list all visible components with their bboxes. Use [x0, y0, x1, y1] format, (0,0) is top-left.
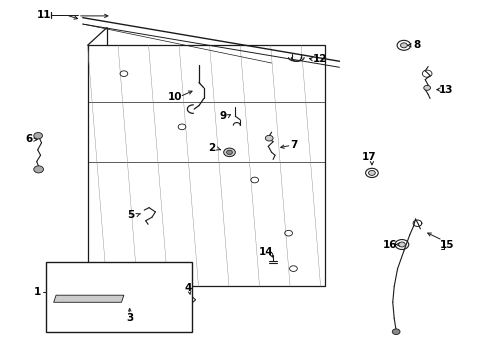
Text: 16: 16: [383, 239, 397, 249]
Circle shape: [266, 135, 273, 141]
Text: 12: 12: [313, 54, 327, 64]
Text: 9: 9: [220, 111, 227, 121]
Circle shape: [392, 329, 400, 334]
Text: 3: 3: [126, 312, 133, 323]
Circle shape: [368, 170, 375, 175]
Text: 13: 13: [439, 85, 453, 95]
Text: 2: 2: [208, 143, 216, 153]
Text: 8: 8: [414, 40, 420, 50]
Circle shape: [424, 85, 431, 90]
Text: 17: 17: [362, 152, 377, 162]
Text: 1: 1: [33, 287, 41, 297]
Circle shape: [398, 242, 405, 247]
Text: 15: 15: [440, 239, 454, 249]
Circle shape: [400, 43, 407, 48]
Text: 4: 4: [184, 283, 192, 293]
Text: 5: 5: [127, 210, 135, 220]
Bar: [47, 261, 192, 332]
Polygon shape: [53, 295, 124, 302]
Text: 10: 10: [168, 92, 182, 102]
Circle shape: [223, 148, 235, 157]
Circle shape: [34, 166, 44, 173]
Text: 6: 6: [26, 134, 33, 144]
Text: 14: 14: [259, 247, 273, 257]
Text: 11: 11: [37, 10, 51, 20]
Circle shape: [226, 150, 232, 154]
Text: 7: 7: [290, 140, 297, 149]
Circle shape: [34, 132, 43, 139]
